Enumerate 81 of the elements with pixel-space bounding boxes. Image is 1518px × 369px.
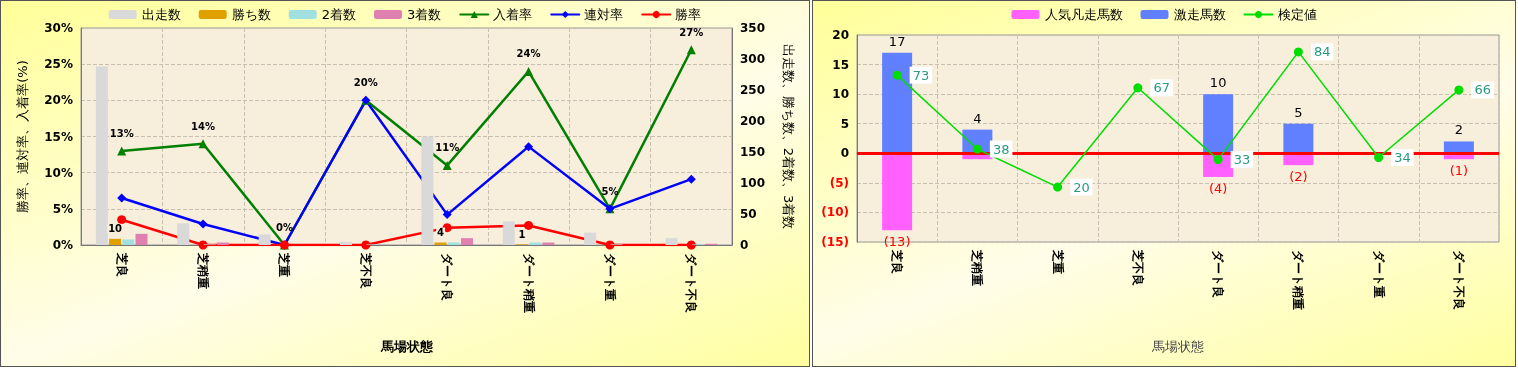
data-label: 4 bbox=[437, 227, 445, 239]
legend-label: 出走数 bbox=[141, 7, 181, 22]
data-label: 27% bbox=[679, 26, 704, 38]
data-label: 10 bbox=[1209, 75, 1227, 91]
data-label: 2 bbox=[1454, 122, 1464, 138]
data-label: 17 bbox=[888, 33, 906, 49]
x-tick-label: 芝重 bbox=[277, 252, 292, 277]
y2-tick-label: 250 bbox=[740, 83, 766, 97]
x-tick-label: 芝稍重 bbox=[970, 249, 985, 286]
legend-label: 検定値 bbox=[1277, 7, 1317, 22]
x-axis-title: 馬場状態 bbox=[1151, 339, 1204, 354]
y-tick-label: 20% bbox=[44, 93, 73, 108]
data-label: 1 bbox=[518, 228, 526, 240]
x-tick-label: ダート重 bbox=[1371, 250, 1386, 298]
data-label: 13% bbox=[109, 127, 134, 139]
data-label: (2) bbox=[1289, 169, 1308, 185]
y2-tick-label: 150 bbox=[740, 145, 766, 159]
legend-label: 勝ち数 bbox=[231, 7, 271, 22]
y-tick-label: 15 bbox=[832, 57, 849, 72]
data-label: 66 bbox=[1474, 82, 1491, 98]
x-tick-label: 芝良 bbox=[114, 252, 129, 277]
x-tick-label: ダート不良 bbox=[684, 253, 699, 313]
data-label: 38 bbox=[992, 141, 1010, 157]
y-tick-label: 20 bbox=[832, 28, 849, 42]
y-tick-label: (15) bbox=[821, 235, 849, 249]
x-tick-label: ダート不良 bbox=[1451, 250, 1466, 310]
y2-tick-label: 200 bbox=[740, 114, 766, 128]
legend-label: 2着数 bbox=[321, 7, 357, 22]
y-axis-title: 勝率、連対率、入着率(%) bbox=[15, 60, 30, 213]
x-tick-label: 芝不良 bbox=[358, 252, 373, 289]
data-label: (4) bbox=[1208, 180, 1228, 196]
data-label: 84 bbox=[1313, 44, 1331, 60]
data-label: 20% bbox=[353, 77, 378, 89]
x-tick-label: ダート重 bbox=[602, 253, 617, 301]
data-label: 33 bbox=[1233, 152, 1251, 168]
x-tick-label: 芝重 bbox=[1050, 249, 1065, 274]
y2-tick-label: 0 bbox=[740, 238, 749, 252]
data-label: 20 bbox=[1073, 179, 1090, 195]
data-label: 34 bbox=[1394, 150, 1411, 166]
data-label: 5% bbox=[601, 185, 619, 197]
y2-tick-label: 100 bbox=[740, 176, 766, 190]
y-tick-label: 25% bbox=[44, 57, 73, 72]
data-label: 4 bbox=[973, 110, 982, 126]
legend-label: 3着数 bbox=[407, 7, 442, 22]
x-tick-label: 芝稍重 bbox=[196, 252, 211, 289]
y2-tick-label: 350 bbox=[740, 21, 766, 35]
legend-label: 連対率 bbox=[584, 7, 624, 22]
legend-label: 激走馬数 bbox=[1173, 7, 1226, 22]
data-label: 5 bbox=[1294, 104, 1303, 120]
legend-label: 勝率 bbox=[675, 7, 702, 22]
y-tick-label: 0% bbox=[52, 238, 73, 252]
x-tick-label: 芝良 bbox=[890, 249, 905, 274]
y-tick-label: (10) bbox=[821, 205, 849, 220]
y-tick-label: 30% bbox=[44, 21, 73, 35]
y-tick-label: 15% bbox=[44, 129, 73, 144]
data-label: 67 bbox=[1153, 80, 1170, 96]
x-tick-label: ダート良 bbox=[440, 253, 455, 301]
legend-label: 人気凡走馬数 bbox=[1044, 7, 1123, 22]
y2-tick-label: 300 bbox=[740, 52, 766, 66]
data-label: 73 bbox=[912, 67, 930, 83]
data-label: 10 bbox=[108, 223, 123, 235]
data-label: 24% bbox=[516, 48, 541, 60]
y-tick-label: 5 bbox=[840, 116, 849, 131]
data-label: (13) bbox=[883, 234, 911, 250]
x-tick-label: ダート稍重 bbox=[521, 253, 536, 313]
legend-label: 入着率 bbox=[493, 7, 533, 22]
x-axis-title: 馬場状態 bbox=[379, 339, 434, 354]
y2-tick-label: 50 bbox=[740, 207, 757, 221]
y-tick-label: 5% bbox=[52, 201, 73, 216]
data-label: 0% bbox=[275, 222, 293, 233]
data-label: (1) bbox=[1449, 163, 1469, 179]
data-label: 11% bbox=[435, 142, 460, 154]
x-tick-label: ダート良 bbox=[1211, 250, 1226, 298]
data-label: 14% bbox=[191, 120, 216, 132]
y-tick-label: 0 bbox=[840, 146, 849, 161]
y-tick-label: (5) bbox=[829, 175, 849, 190]
x-tick-label: ダート稍重 bbox=[1291, 250, 1306, 310]
x-tick-label: 芝不良 bbox=[1130, 249, 1145, 286]
y-tick-label: 10% bbox=[44, 165, 73, 180]
y-tick-label: 10 bbox=[832, 87, 849, 102]
y2-axis-title: 出走数、勝ち数、2着数、3着数 bbox=[781, 43, 796, 230]
